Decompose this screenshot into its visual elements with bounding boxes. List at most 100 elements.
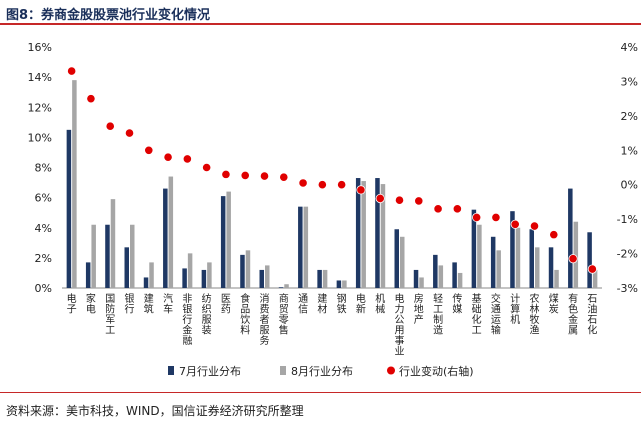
bar-jul: [394, 229, 399, 288]
bar-aug: [400, 236, 405, 288]
bar-jul: [471, 209, 477, 288]
bar-jul: [568, 188, 573, 288]
y-right-tick-label: -2%: [617, 248, 638, 261]
category-label: 石油石化: [587, 294, 597, 337]
change-dot: [491, 212, 501, 223]
legend-label: 8月行业分布: [291, 365, 353, 378]
legend-dot: [387, 366, 395, 375]
legend-swatch: [168, 366, 174, 375]
category-label: 汽车: [163, 292, 173, 316]
category-label: 交通运输: [491, 292, 501, 337]
category-label: 商贸零售: [279, 292, 289, 337]
category-label: 房地产: [414, 292, 424, 326]
legend: 7月行业分布 8月行业分布 行业变动(右轴): [168, 364, 474, 378]
y-right-tick-label: 0%: [621, 179, 638, 192]
bar-aug: [380, 184, 386, 288]
bar-aug: [438, 265, 444, 288]
change-dot: [317, 180, 327, 190]
bar-aug: [496, 250, 501, 288]
bar-jul: [452, 262, 457, 288]
bar-aug: [592, 269, 598, 288]
change-dot: [337, 180, 347, 190]
category-label: 钢铁: [337, 292, 347, 316]
y-right-tick-label: 2%: [621, 110, 638, 123]
source-note: 资料来源：美市科技，WIND，国信证券经济研究所整理: [6, 404, 304, 418]
y-left-tick-label: 12%: [28, 101, 52, 114]
bar-jul: [355, 178, 361, 288]
change-dot: [202, 162, 212, 173]
category-label: 机械: [375, 292, 385, 316]
category-label: 建筑: [144, 292, 154, 316]
bar-jul: [220, 196, 226, 288]
category-label: 电力公用事业: [395, 292, 405, 358]
bar-jul: [124, 247, 129, 288]
bar-jul: [259, 269, 264, 288]
change-dot: [259, 171, 270, 181]
change-dot: [86, 94, 96, 104]
category-label: 医药: [221, 293, 231, 316]
bar-aug: [477, 224, 482, 288]
category-label: 国防军工: [105, 293, 115, 337]
bar-jul: [587, 232, 592, 288]
category-label: 电子: [67, 292, 77, 316]
category-label: 传媒: [452, 293, 462, 316]
y-right-tick-label: 4%: [621, 41, 638, 54]
bar-jul: [336, 280, 342, 288]
bar-aug: [110, 199, 116, 288]
bar-jul: [85, 262, 91, 288]
y-right-tick-label: 3%: [621, 75, 638, 88]
category-label: 建材: [317, 292, 327, 316]
bar-jul: [510, 211, 515, 288]
change-dot: [182, 154, 192, 164]
change-dot: [394, 195, 405, 205]
bar-aug: [226, 191, 231, 288]
change-dot: [298, 178, 308, 188]
source-rule: [0, 392, 641, 393]
change-dot: [67, 66, 77, 76]
y-left-tick-label: 14%: [28, 71, 52, 84]
bar-jul: [529, 229, 534, 288]
y-right-tick-label: -1%: [617, 213, 638, 226]
category-label: 煤炭: [549, 292, 559, 316]
category-label: 非银行金融: [182, 293, 192, 347]
change-dot: [279, 172, 289, 182]
change-dot: [375, 193, 385, 204]
title-rule: [0, 23, 641, 25]
category-label: 纺织服装: [202, 292, 212, 337]
change-dot: [529, 221, 540, 231]
y-left-tick-label: 6%: [35, 192, 52, 205]
bar-aug: [303, 206, 309, 288]
change-dot: [240, 170, 250, 181]
change-dot: [510, 219, 520, 229]
bar-aug: [72, 80, 77, 288]
axes: 0% 2% 4% 6% 8% 10% 12% 14% 16% -3% -2% -1% 0% 1% 2% 3% 4…: [28, 41, 638, 295]
change-dot: [568, 254, 578, 264]
legend-label: 7月行业分布: [179, 365, 241, 378]
category-label: 轻工制造: [433, 292, 443, 337]
category-label: 农林牧渔: [530, 292, 540, 337]
category-label: 有色金属: [568, 292, 578, 337]
bar-aug: [91, 224, 96, 288]
bar-jul: [375, 178, 380, 288]
category-label: 计算机: [510, 292, 520, 326]
bar-aug: [284, 284, 289, 288]
y-right-tick-label: -3%: [617, 282, 638, 295]
change-dot: [221, 169, 231, 179]
bar-aug: [457, 272, 463, 288]
bar-aug: [168, 176, 174, 288]
category-label: 银行: [125, 292, 135, 316]
bar-jul: [548, 247, 554, 288]
figure-title: 图8：券商金股股票池行业变化情况: [6, 8, 211, 23]
y-left-tick-label: 2%: [35, 252, 52, 265]
legend-swatch: [280, 366, 286, 375]
bar-jul: [433, 254, 438, 288]
bar-jul: [413, 269, 419, 288]
bar-jul: [163, 188, 168, 288]
bar-jul: [182, 268, 187, 288]
bar-aug: [130, 224, 135, 288]
bar-jul: [490, 236, 496, 288]
change-dot: [433, 204, 443, 214]
bar-jul: [143, 277, 149, 288]
category-label: 通信: [298, 293, 308, 316]
